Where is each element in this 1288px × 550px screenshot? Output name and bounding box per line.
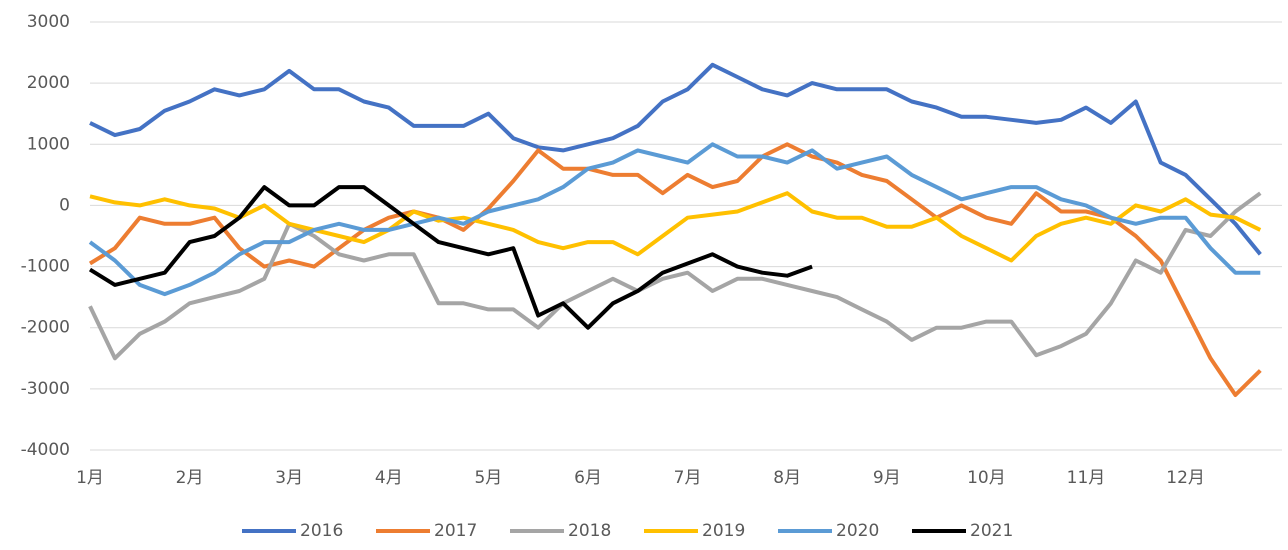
legend-label: 2016 [300,521,343,541]
legend-label: 2017 [434,521,477,541]
y-tick-label: 1000 [27,134,70,154]
x-tick-label: 10月 [967,468,1006,488]
x-tick-label: 8月 [773,468,801,488]
series-line [89,62,1262,256]
x-tick-label: 3月 [275,468,303,488]
x-tick-label: 9月 [873,468,901,488]
y-tick-label: 3000 [27,12,70,32]
x-tick-label: 12月 [1166,468,1205,488]
x-tick-label: 6月 [574,468,602,488]
series-line [88,185,813,330]
x-tick-label: 11月 [1067,468,1106,488]
y-tick-label: -3000 [21,379,70,399]
y-tick-label: -4000 [21,440,70,460]
y-tick-label: 0 [59,195,70,215]
x-tick-label: 4月 [375,468,403,488]
series-line [88,142,1261,297]
series-line [88,142,1262,397]
y-tick-label: 2000 [27,73,70,93]
legend-label: 2019 [702,521,745,541]
x-tick-label: 1月 [76,468,104,488]
series-line [89,191,1262,263]
x-tick-label: 7月 [674,468,702,488]
x-tick-label: 2月 [176,468,204,488]
legend-label: 2018 [568,521,611,541]
x-tick-label: 5月 [474,468,502,488]
legend-label: 2021 [970,521,1013,541]
series-line [88,191,1262,361]
legend-label: 2020 [836,521,879,541]
y-tick-label: -1000 [21,257,70,277]
y-tick-label: -2000 [21,318,70,338]
